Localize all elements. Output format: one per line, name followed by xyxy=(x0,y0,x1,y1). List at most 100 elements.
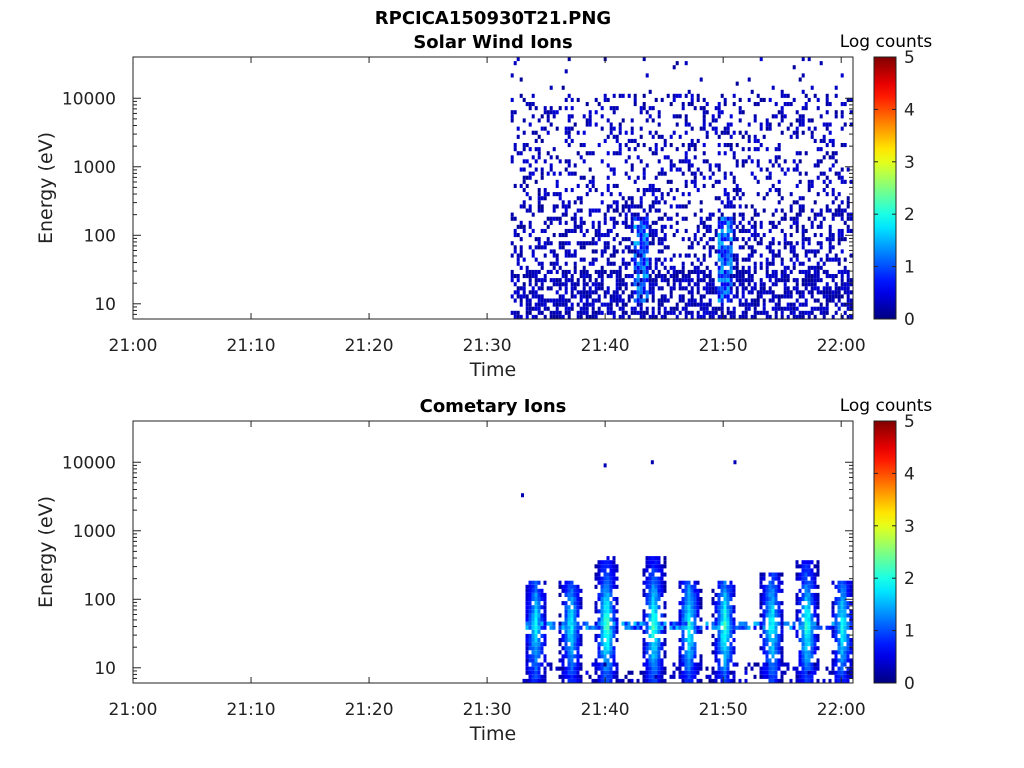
heatmap-cell xyxy=(528,601,532,606)
heatmap-cell xyxy=(789,249,793,254)
heatmap-cell xyxy=(816,241,820,246)
heatmap-cell xyxy=(651,625,655,630)
heatmap-cell xyxy=(552,314,556,319)
heatmap-cell xyxy=(663,143,667,148)
heatmap-cell xyxy=(522,290,526,295)
heatmap-cell xyxy=(585,314,589,319)
heatmap-cell xyxy=(645,265,649,270)
heatmap-cell xyxy=(531,290,535,295)
heatmap-cell xyxy=(546,298,550,303)
heatmap-cell xyxy=(849,97,853,102)
heatmap-cell xyxy=(708,122,712,127)
heatmap-cell xyxy=(543,106,547,111)
heatmap-cell xyxy=(657,122,661,127)
heatmap-cell xyxy=(765,588,769,593)
heatmap-cell xyxy=(717,274,721,279)
heatmap-cell xyxy=(765,257,769,262)
heatmap-cell xyxy=(696,265,700,270)
heatmap-cell xyxy=(573,220,577,225)
heatmap-cell xyxy=(750,666,754,671)
heatmap-cell xyxy=(708,310,712,315)
heatmap-cell xyxy=(834,670,838,675)
heatmap-cell xyxy=(609,592,613,597)
heatmap-cell xyxy=(780,670,784,675)
heatmap-cell xyxy=(627,314,631,319)
heatmap-cell xyxy=(804,568,808,573)
colorbar-tick-label: 1 xyxy=(904,258,915,278)
heatmap-cell xyxy=(585,102,589,107)
heatmap-cell xyxy=(714,290,718,295)
heatmap-cell xyxy=(690,269,694,274)
heatmap-cell xyxy=(807,584,811,589)
heatmap-cell xyxy=(795,592,799,597)
heatmap-cell xyxy=(555,282,559,287)
heatmap-cell xyxy=(684,122,688,127)
heatmap-cell xyxy=(597,666,601,671)
heatmap-cell xyxy=(543,670,547,675)
heatmap-cell xyxy=(675,147,679,152)
heatmap-cell xyxy=(834,678,838,683)
y-tick-label: 10000 xyxy=(62,89,116,109)
heatmap-cell xyxy=(645,670,649,675)
heatmap-cell xyxy=(669,286,673,291)
heatmap-cell xyxy=(735,269,739,274)
heatmap-cell xyxy=(576,592,580,597)
heatmap-cell xyxy=(627,155,631,160)
heatmap-cell xyxy=(759,290,763,295)
heatmap-cell xyxy=(660,592,664,597)
heatmap-cell xyxy=(717,294,721,299)
heatmap-cell xyxy=(717,306,721,311)
heatmap-cell xyxy=(636,204,640,209)
heatmap-cell xyxy=(846,224,850,229)
heatmap-cell xyxy=(735,625,739,630)
heatmap-cell xyxy=(756,163,760,168)
heatmap-cell xyxy=(639,282,643,287)
heatmap-cell xyxy=(720,642,724,647)
colorbar-tick-label: 2 xyxy=(904,569,915,589)
heatmap-cell xyxy=(765,650,769,655)
heatmap-cell xyxy=(627,208,631,213)
heatmap-cell xyxy=(516,310,520,315)
heatmap-cell xyxy=(603,646,607,651)
heatmap-cell xyxy=(603,97,607,102)
heatmap-cell xyxy=(720,93,724,98)
heatmap-cell xyxy=(783,245,787,250)
heatmap-cell xyxy=(837,588,841,593)
heatmap-cell xyxy=(528,609,532,614)
heatmap-cell xyxy=(570,216,574,221)
heatmap-cell xyxy=(525,592,529,597)
heatmap-cell xyxy=(636,249,640,254)
heatmap-cell xyxy=(576,654,580,659)
heatmap-cell xyxy=(777,662,781,667)
heatmap-cell xyxy=(690,286,694,291)
heatmap-cell xyxy=(552,625,556,630)
heatmap-cell xyxy=(804,625,808,630)
heatmap-cell xyxy=(795,560,799,565)
heatmap-cell xyxy=(525,294,529,299)
heatmap-cell xyxy=(702,122,706,127)
heatmap-cell xyxy=(657,310,661,315)
heatmap-cell xyxy=(594,97,598,102)
heatmap-cell xyxy=(726,122,730,127)
heatmap-cell xyxy=(813,662,817,667)
heatmap-cell xyxy=(675,167,679,172)
heatmap-cell xyxy=(525,650,529,655)
heatmap-cell xyxy=(705,159,709,164)
heatmap-cell xyxy=(789,192,793,197)
heatmap-cell xyxy=(516,286,520,291)
heatmap-cell xyxy=(693,605,697,610)
heatmap-cell xyxy=(513,298,517,303)
heatmap-cell xyxy=(828,138,832,143)
heatmap-cell xyxy=(735,274,739,279)
heatmap-cell xyxy=(669,274,673,279)
heatmap-cell xyxy=(654,175,658,180)
heatmap-cell xyxy=(657,650,661,655)
heatmap-cell xyxy=(684,658,688,663)
heatmap-cell xyxy=(627,621,631,626)
heatmap-cell xyxy=(813,625,817,630)
heatmap-cell xyxy=(729,584,733,589)
heatmap-cell xyxy=(522,143,526,148)
heatmap-cell xyxy=(525,588,529,593)
heatmap-cell xyxy=(600,666,604,671)
heatmap-cell xyxy=(759,167,763,172)
